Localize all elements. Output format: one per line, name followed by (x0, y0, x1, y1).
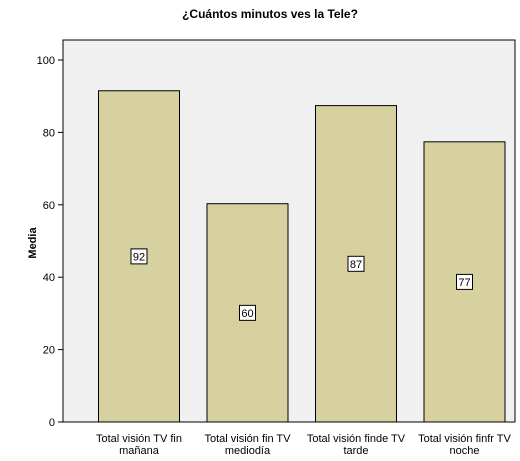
y-axis: 0 20 40 60 80 100 (37, 55, 63, 429)
data-label: 87 (350, 259, 362, 271)
y-tick-label: 0 (49, 417, 55, 429)
data-label: 92 (133, 251, 145, 263)
y-tick-label: 40 (43, 272, 55, 284)
data-label: 60 (241, 308, 253, 320)
data-label-box (239, 304, 256, 321)
x-category-label: Total visión fin TV (204, 433, 291, 445)
x-category-label: Total visión finde TV (307, 433, 406, 445)
data-label: 77 (458, 277, 470, 289)
x-category-label: Total visión TV fin (96, 433, 182, 445)
y-tick-label: 80 (43, 127, 55, 139)
x-category-label: mañana (119, 445, 160, 457)
y-tick-label: 100 (37, 55, 55, 67)
data-label-box (347, 255, 365, 272)
x-category-label: noche (450, 445, 480, 457)
x-category-label: tarde (343, 445, 368, 457)
data-label-box (456, 273, 473, 290)
bars: 92 60 87 77 (98, 90, 506, 423)
y-tick-label: 20 (43, 345, 55, 357)
y-tick-label: 60 (43, 200, 55, 212)
x-category-label: Total visión finfr TV (418, 433, 511, 445)
x-category-label: mediodía (225, 445, 271, 457)
chart-title: ¿Cuántos minutos ves la Tele? (182, 7, 358, 21)
y-axis-label: Media (27, 227, 39, 259)
data-label-box (130, 248, 148, 265)
